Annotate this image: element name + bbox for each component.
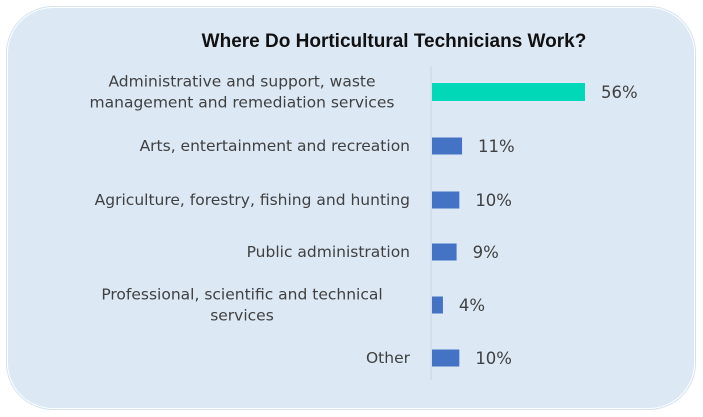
data-label-4: 9% xyxy=(473,243,499,262)
category-label-line: Professional, scientific and technical xyxy=(101,286,382,304)
category-label-line: Arts, entertainment and recreation xyxy=(140,137,410,155)
chart-title: Where Do Horticultural Technicians Work? xyxy=(202,31,587,52)
category-label-5: Professional, scientific and technical se… xyxy=(101,286,382,325)
category-label-2: Arts, entertainment and recreation xyxy=(140,137,410,155)
bar-6 xyxy=(432,349,460,367)
category-label-line: services xyxy=(210,307,274,325)
bar-5 xyxy=(432,296,443,314)
category-label-line: Public administration xyxy=(247,243,410,261)
data-label-6: 10% xyxy=(475,349,512,368)
category-label-line: Other xyxy=(366,349,411,367)
chart-card xyxy=(7,7,695,409)
chart-marks: 56% Administrative and support, waste mana… xyxy=(90,73,638,369)
category-label-line: Agriculture, forestry, fishing and hunti… xyxy=(95,191,410,209)
bar-1 xyxy=(432,83,585,101)
data-label-1: 56% xyxy=(601,83,638,102)
data-label-3: 10% xyxy=(475,191,512,210)
category-label-1: Administrative and support, waste managem… xyxy=(90,73,395,112)
data-label-2: 11% xyxy=(478,137,515,156)
category-label-4: Public administration xyxy=(247,243,410,261)
data-label-5: 4% xyxy=(459,296,485,315)
category-label-3: Agriculture, forestry, fishing and hunti… xyxy=(95,191,410,209)
bar-4 xyxy=(432,243,457,261)
category-label-line: management and remediation services xyxy=(90,94,395,112)
category-label-line: Administrative and support, waste xyxy=(108,73,375,91)
bar-2 xyxy=(432,137,463,155)
category-label-6: Other xyxy=(366,349,411,367)
bar-3 xyxy=(432,191,460,209)
